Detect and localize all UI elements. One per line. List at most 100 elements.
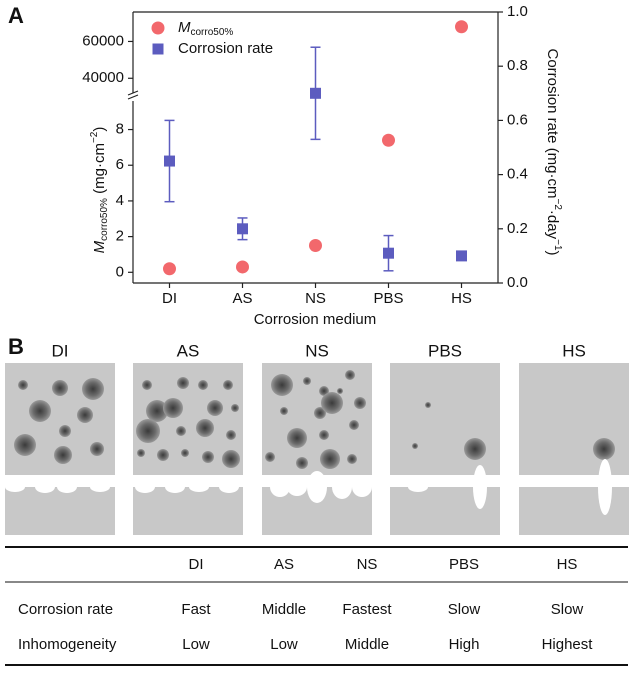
y-tick-label: 40000 <box>82 69 124 86</box>
x-tick-label: DI <box>162 290 177 307</box>
pit <box>280 407 288 415</box>
pit-section <box>189 482 209 492</box>
pit-section <box>165 481 185 493</box>
table-cell: Fast <box>181 601 211 618</box>
table-cell: Middle <box>345 636 389 653</box>
pit <box>18 380 28 390</box>
y2-tick-label: 0.0 <box>507 274 528 291</box>
pit <box>146 400 168 422</box>
pit <box>319 430 329 440</box>
legend-marker <box>151 21 165 35</box>
marker <box>456 250 467 262</box>
pit <box>136 419 160 443</box>
cross-section <box>519 487 629 535</box>
y2-label-part: ) <box>544 251 561 256</box>
y2-label-part: −2 <box>552 199 563 211</box>
pit <box>314 407 326 419</box>
pit <box>320 449 340 469</box>
y-label-part: (mg·cm <box>91 143 108 198</box>
cross-section <box>133 487 243 535</box>
y-label-part: corro50% <box>99 198 110 241</box>
axis-break <box>127 90 139 96</box>
marker <box>309 239 322 253</box>
panel-title: HS <box>562 341 586 360</box>
pit-section <box>57 481 77 493</box>
pit <box>137 449 145 457</box>
pit-section <box>90 482 110 492</box>
panel-title: PBS <box>428 341 462 360</box>
table-cell: Highest <box>542 636 594 653</box>
table-cell: Low <box>182 636 210 653</box>
marker <box>237 223 248 235</box>
pit-section <box>219 481 239 493</box>
cross-section <box>5 487 115 535</box>
pit <box>303 377 311 385</box>
marker <box>164 155 175 167</box>
row-label: Inhomogeneity <box>18 636 117 653</box>
pit <box>77 407 93 423</box>
pit <box>354 397 366 409</box>
table-header: DI <box>189 556 204 573</box>
pit-section <box>598 459 612 515</box>
pit <box>593 438 615 460</box>
pit <box>202 451 214 463</box>
marker <box>383 247 394 259</box>
pit <box>142 380 152 390</box>
axis-break <box>127 94 139 100</box>
pit <box>345 370 355 380</box>
y2-label-part: ·day <box>544 210 561 240</box>
legend-label: Mcorro50% <box>178 19 233 38</box>
pit <box>425 402 431 408</box>
pit-section <box>270 477 290 497</box>
pit <box>271 374 293 396</box>
x-tick-label: AS <box>232 290 252 307</box>
pit <box>90 442 104 456</box>
pit <box>337 388 343 394</box>
pit-section <box>287 478 307 496</box>
x-axis-label: Corrosion medium <box>254 311 377 328</box>
pit <box>226 430 236 440</box>
y2-tick-label: 0.4 <box>507 166 528 183</box>
row-label: Corrosion rate <box>18 601 113 618</box>
y-tick-label: 4 <box>116 192 124 209</box>
pit <box>223 380 233 390</box>
pit-section <box>473 465 487 509</box>
y2-tick-label: 0.6 <box>507 111 528 128</box>
pit <box>347 454 357 464</box>
pit <box>54 446 72 464</box>
y-tick-label: 8 <box>116 121 124 138</box>
table-header: HS <box>557 556 578 573</box>
legend-subscript: corro50% <box>191 27 234 38</box>
legend-text: Corrosion rate <box>178 40 273 57</box>
legend-label: Corrosion rate <box>178 40 273 57</box>
pit-section <box>35 481 55 493</box>
pit <box>321 392 343 414</box>
pit-section <box>408 482 428 492</box>
pit <box>177 377 189 389</box>
y-label-part: ) <box>91 127 108 132</box>
pit <box>222 450 240 468</box>
marker <box>163 262 176 276</box>
pit <box>196 419 214 437</box>
pit <box>198 380 208 390</box>
y-label-part: −2 <box>89 131 100 143</box>
y-tick-label: 60000 <box>82 32 124 49</box>
pit <box>231 404 239 412</box>
marker <box>455 20 468 34</box>
pit-section <box>307 471 327 503</box>
pit <box>349 420 359 430</box>
table-header: NS <box>357 556 378 573</box>
table-cell: Fastest <box>342 601 392 618</box>
pit <box>59 425 71 437</box>
table-cell: Low <box>270 636 298 653</box>
pit <box>287 428 307 448</box>
pit <box>412 443 418 449</box>
pit <box>265 452 275 462</box>
marker <box>236 260 249 274</box>
y2-axis-label: Corrosion rate (mg·cm−2·day−1) <box>544 48 563 255</box>
legend-text: M <box>178 19 191 36</box>
pit-section <box>5 482 25 492</box>
panel-label: A <box>8 3 24 28</box>
y-label-part: M <box>91 240 108 253</box>
